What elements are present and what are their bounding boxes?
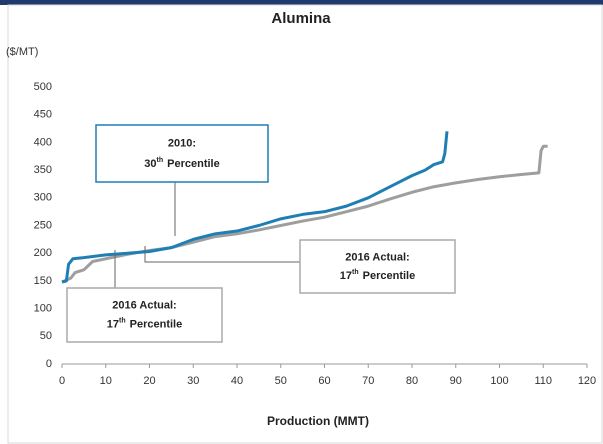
y-unit: ($/MT): [6, 46, 38, 58]
y-tick-label: 50: [40, 330, 52, 342]
y-tick-label: 450: [34, 109, 52, 121]
x-axis-label: Production (MMT): [267, 414, 369, 428]
ordinal-suffix: th: [157, 157, 164, 164]
x-tick-label: 80: [406, 375, 418, 387]
leader-line: [144, 246, 300, 263]
x-tick-label: 20: [143, 375, 155, 387]
ordinal: 17: [340, 270, 352, 282]
top-bar: [0, 0, 603, 5]
x-tick-label: 90: [450, 375, 462, 387]
annotation-text: 17th Percentile: [107, 318, 182, 331]
annotation-box: [95, 124, 269, 183]
ordinal: 17: [107, 319, 119, 331]
y-tick-label: 350: [34, 164, 52, 176]
y-tick-label: 400: [34, 136, 52, 148]
frame: [7, 4, 603, 444]
ordinal-suffix: th: [119, 318, 126, 325]
annotation-text: 17th Percentile: [340, 269, 415, 282]
y-tick-label: 100: [34, 303, 52, 315]
annotation-rest: Percentile: [130, 319, 183, 331]
y-tick-label: 200: [34, 247, 52, 259]
annotation-rest: Percentile: [167, 158, 220, 170]
annotation-box: [299, 239, 456, 294]
x-tick-label: 10: [100, 375, 112, 387]
y-tick-label: 0: [46, 358, 52, 370]
x-tick-label: 100: [490, 375, 508, 387]
x-tick-label: 0: [59, 375, 65, 387]
annotation-heading: 2010:: [168, 138, 196, 150]
x-tick-label: 30: [187, 375, 199, 387]
annotation-heading: 2016 Actual:: [345, 251, 409, 263]
annotation-text: 30th Percentile: [144, 157, 219, 170]
line-series: [61, 131, 449, 284]
annotation-rest: Percentile: [363, 270, 416, 282]
y-tick-label: 300: [34, 192, 52, 204]
x-tick-label: 50: [275, 375, 287, 387]
y-tick-label: 150: [34, 275, 52, 287]
x-tick-label: 40: [231, 375, 243, 387]
annotation-box: [66, 287, 223, 343]
y-tick-label: 500: [34, 81, 52, 93]
ordinal-suffix: th: [352, 269, 359, 276]
ordinal: 30: [144, 158, 156, 170]
line-series: [61, 144, 548, 284]
x-tick-label: 110: [534, 375, 552, 387]
x-tick-label: 120: [578, 375, 596, 387]
x-tick-label: 70: [362, 375, 374, 387]
chart-title: Alumina: [271, 10, 331, 27]
annotation-heading: 2016 Actual:: [112, 300, 176, 312]
y-tick-label: 250: [34, 219, 52, 231]
x-tick-label: 60: [318, 375, 330, 387]
